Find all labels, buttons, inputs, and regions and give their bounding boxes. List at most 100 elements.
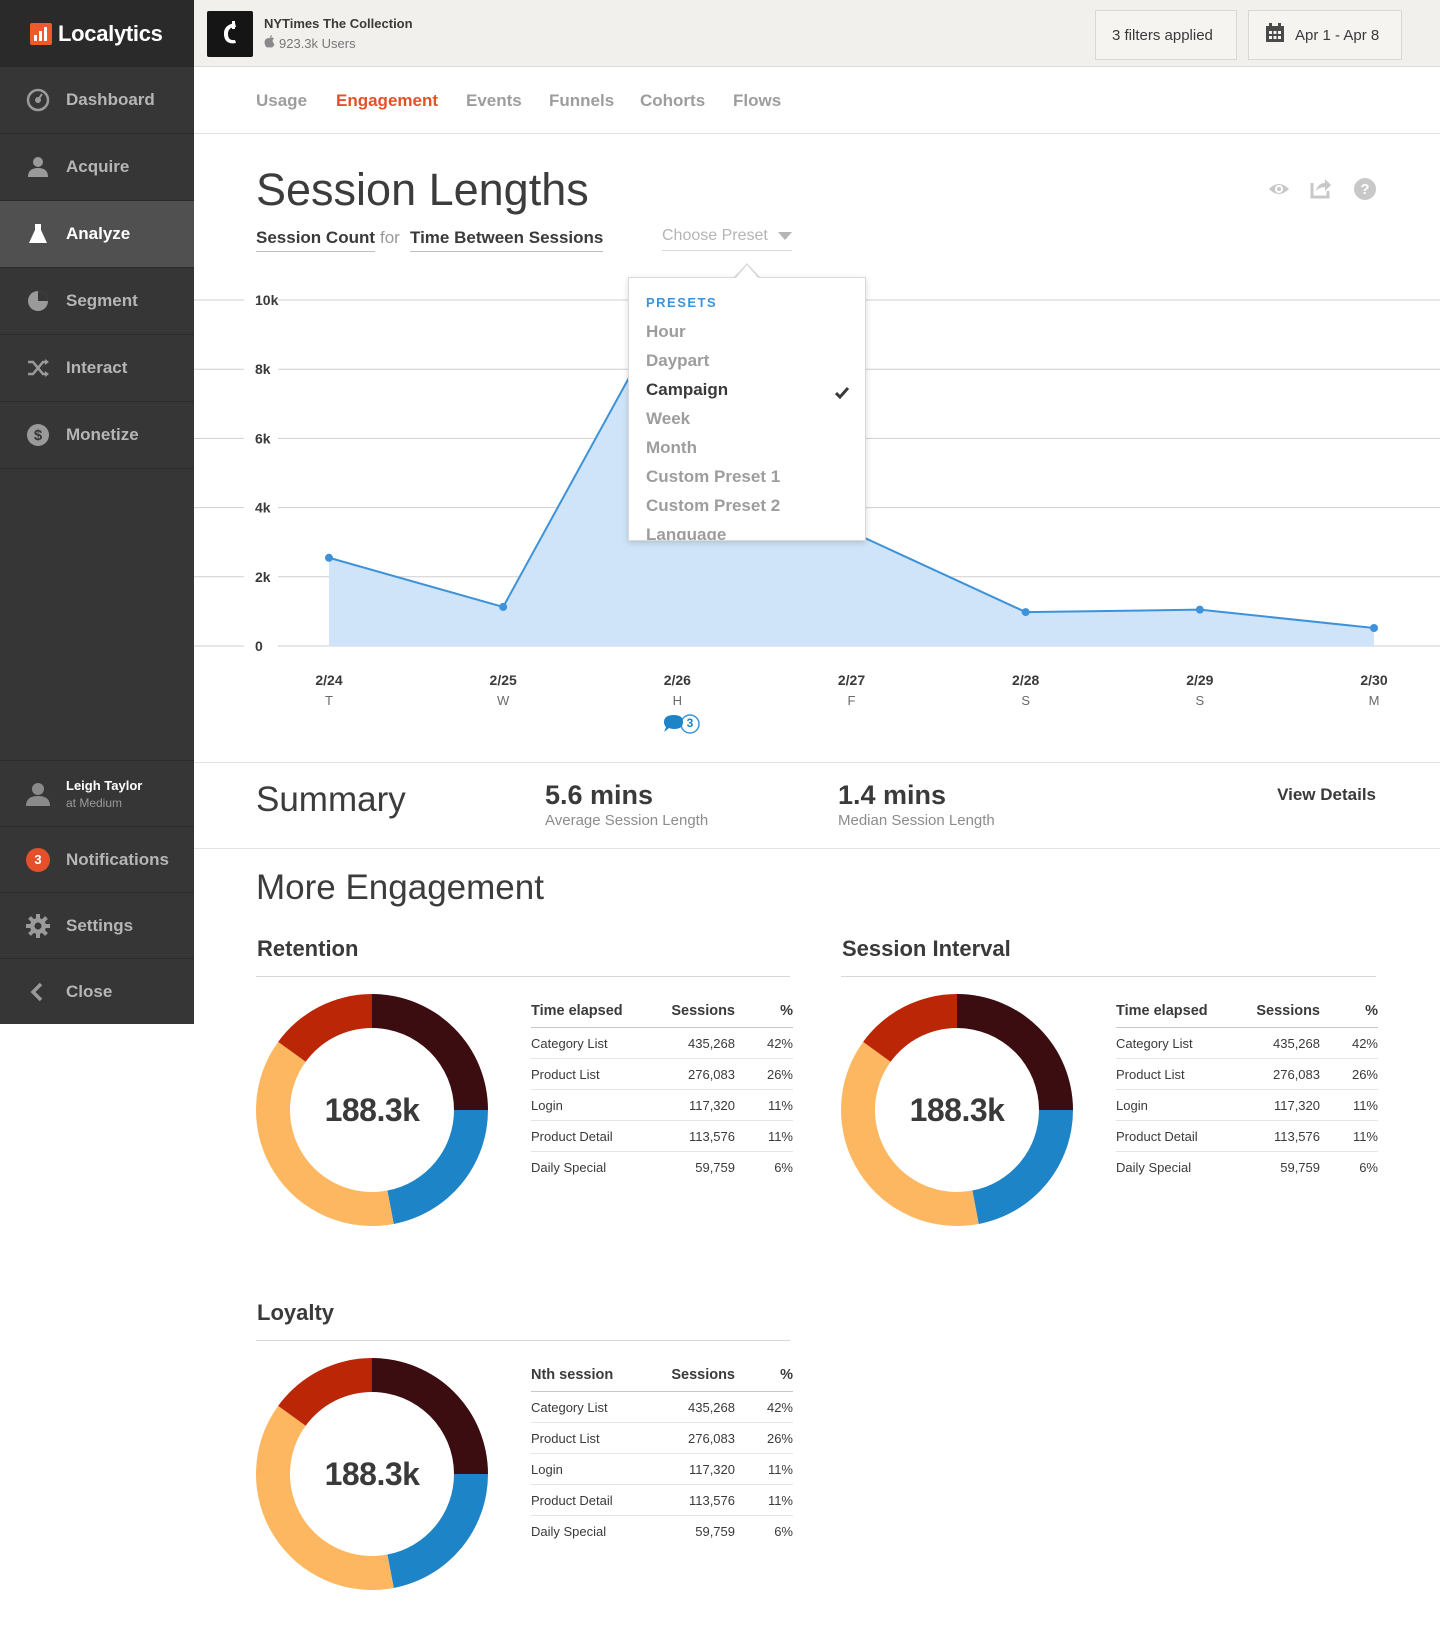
session-interval-total: 188.3k bbox=[909, 1091, 1005, 1128]
sidebar-item-label: Segment bbox=[66, 291, 138, 310]
row-label: Login bbox=[1116, 1097, 1148, 1113]
tab-events[interactable]: Events bbox=[466, 91, 522, 110]
row-percent: 11% bbox=[767, 1097, 793, 1113]
x-tick-label: 2/28 bbox=[1012, 672, 1039, 688]
sidebar-item-monetize[interactable]: $ Monetize bbox=[0, 402, 194, 469]
logo-text: Localytics bbox=[58, 20, 163, 46]
divider bbox=[194, 848, 1440, 849]
x-tick-label: 2/26 bbox=[664, 672, 691, 688]
table-row[interactable]: Product List 276,083 26% bbox=[1116, 1059, 1378, 1090]
date-range-label: Apr 1 - Apr 8 bbox=[1295, 26, 1380, 44]
session-interval-table: Time elapsed Sessions % Category List 435… bbox=[1116, 994, 1378, 1183]
date-range-button[interactable]: Apr 1 - Apr 8 bbox=[1248, 10, 1402, 60]
table-row[interactable]: Daily Special 59,759 6% bbox=[531, 1516, 793, 1547]
row-percent: 26% bbox=[766, 1430, 793, 1446]
share-icon[interactable] bbox=[1310, 177, 1332, 204]
sidebar-item-interact[interactable]: Interact bbox=[0, 335, 194, 402]
tick-label-bg bbox=[244, 566, 278, 587]
sidebar-item-label: Analyze bbox=[66, 224, 131, 243]
table-row[interactable]: Login 117,320 11% bbox=[531, 1090, 793, 1121]
row-label: Product Detail bbox=[531, 1128, 613, 1144]
table-row[interactable]: Category List 435,268 42% bbox=[531, 1028, 793, 1059]
row-label: Login bbox=[531, 1097, 563, 1113]
tab-flows[interactable]: Flows bbox=[733, 91, 782, 110]
row-sessions: 113,576 bbox=[688, 1492, 735, 1508]
sidebar-item-analyze[interactable]: Analyze bbox=[0, 201, 194, 268]
row-label: Product List bbox=[1116, 1066, 1185, 1082]
preset-option-week[interactable]: Week bbox=[646, 409, 691, 428]
apple-icon bbox=[264, 35, 275, 51]
table-row[interactable]: Product Detail 113,576 11% bbox=[531, 1121, 793, 1152]
row-sessions: 435,268 bbox=[688, 1399, 735, 1415]
sidebar-item-settings[interactable]: Settings bbox=[0, 892, 194, 958]
table-row[interactable]: Product Detail 113,576 11% bbox=[531, 1485, 793, 1516]
table-row[interactable]: Login 117,320 11% bbox=[531, 1454, 793, 1485]
filters-button[interactable]: 3 filters applied bbox=[1095, 10, 1237, 60]
data-point bbox=[325, 553, 333, 562]
table-row[interactable]: Daily Special 59,759 6% bbox=[1116, 1152, 1378, 1183]
sidebar-item-acquire[interactable]: Acquire bbox=[0, 134, 194, 201]
loyalty-donut bbox=[256, 1358, 488, 1590]
preset-option-hour[interactable]: Hour bbox=[646, 322, 686, 341]
x-day-label: S bbox=[1195, 693, 1204, 708]
session-interval-donut bbox=[841, 994, 1073, 1226]
more-engagement-title: More Engagement bbox=[256, 868, 544, 907]
comments-annotation[interactable]: 3 bbox=[662, 713, 702, 735]
x-day-label: W bbox=[497, 693, 510, 708]
tab-cohorts[interactable]: Cohorts bbox=[640, 91, 706, 110]
preset-option-daypart[interactable]: Daypart bbox=[646, 351, 710, 370]
donut-segment bbox=[863, 994, 957, 1062]
sidebar-item-label: Settings bbox=[66, 915, 134, 935]
app-icon[interactable] bbox=[207, 11, 253, 57]
metric-selector[interactable]: Session Count bbox=[256, 228, 376, 252]
table-row[interactable]: Product List 276,083 26% bbox=[531, 1423, 793, 1454]
metric-link[interactable]: Session Count bbox=[256, 228, 376, 252]
x-day-label: S bbox=[1021, 693, 1030, 708]
dimension-selector[interactable]: Time Between Sessions bbox=[410, 228, 604, 252]
app-users: 923.3k Users bbox=[264, 35, 356, 51]
preset-option-language[interactable]: Language bbox=[646, 525, 727, 541]
row-percent: 42% bbox=[766, 1035, 793, 1051]
gear-icon bbox=[26, 913, 50, 938]
table-row[interactable]: Login 117,320 11% bbox=[1116, 1090, 1378, 1121]
preset-select[interactable]: Choose Preset bbox=[662, 227, 792, 251]
retention-table: Time elapsed Sessions % Category List 435… bbox=[531, 994, 793, 1183]
preset-option-custom-2[interactable]: Custom Preset 2 bbox=[646, 496, 781, 515]
dollar-icon: $ bbox=[26, 423, 50, 447]
preset-option-month[interactable]: Month bbox=[646, 438, 697, 457]
x-day-label: T bbox=[325, 693, 333, 708]
loyalty-total: 188.3k bbox=[324, 1455, 420, 1492]
row-sessions: 59,759 bbox=[695, 1524, 735, 1539]
retention-total: 188.3k bbox=[324, 1091, 420, 1128]
help-icon[interactable]: ? bbox=[1354, 178, 1376, 205]
row-percent: 6% bbox=[774, 1160, 793, 1175]
sidebar-item-label: Acquire bbox=[66, 157, 130, 176]
eye-icon[interactable] bbox=[1268, 178, 1290, 205]
panel-rule bbox=[256, 1340, 790, 1341]
preset-option-custom-1[interactable]: Custom Preset 1 bbox=[646, 467, 781, 486]
table-row[interactable]: Daily Special 59,759 6% bbox=[531, 1152, 793, 1183]
table-row[interactable]: Product Detail 113,576 11% bbox=[1116, 1121, 1378, 1152]
sidebar-item-notifications[interactable]: 3 Notifications bbox=[0, 826, 194, 892]
sidebar-item-dashboard[interactable]: Dashboard bbox=[0, 67, 194, 134]
sidebar-item-segment[interactable]: Segment bbox=[0, 268, 194, 335]
user-profile[interactable]: Leigh Taylor at Medium bbox=[0, 760, 194, 826]
table-row[interactable]: Category List 435,268 42% bbox=[1116, 1028, 1378, 1059]
sidebar-item-label: Close bbox=[66, 981, 113, 1001]
logo[interactable]: Localytics bbox=[0, 0, 194, 67]
filters-label: 3 filters applied bbox=[1112, 26, 1213, 44]
donut-segment bbox=[972, 1110, 1073, 1224]
tab-usage[interactable]: Usage bbox=[256, 91, 308, 110]
sidebar-item-close[interactable]: Close bbox=[0, 958, 194, 1024]
table-row[interactable]: Product List 276,083 26% bbox=[531, 1059, 793, 1090]
view-details-link[interactable]: View Details bbox=[1277, 785, 1376, 804]
shuffle-icon bbox=[26, 356, 50, 380]
tab-funnels[interactable]: Funnels bbox=[549, 91, 615, 110]
table-row[interactable]: Category List 435,268 42% bbox=[531, 1392, 793, 1423]
dimension-link[interactable]: Time Between Sessions bbox=[410, 228, 604, 252]
tab-engagement[interactable]: Engagement bbox=[336, 91, 439, 110]
col-sessions: Sessions bbox=[671, 1002, 735, 1019]
tick-label-bg bbox=[244, 636, 278, 656]
row-sessions: 117,320 bbox=[688, 1097, 735, 1113]
preset-option-campaign[interactable]: Campaign bbox=[646, 380, 729, 399]
